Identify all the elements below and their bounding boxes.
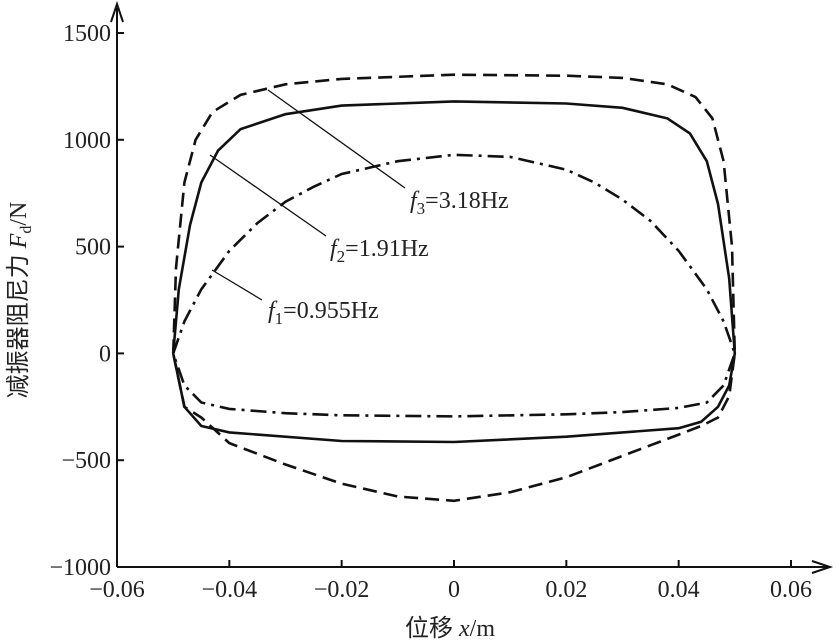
y-label-text: 减振器阻尼力 [5, 254, 32, 398]
loop-line [171, 73, 737, 503]
loop-line [171, 100, 737, 444]
x-tick-label: 0.02 [545, 577, 587, 603]
annotation-symbol: f [268, 298, 278, 324]
y-tick-label: 1000 [63, 128, 111, 154]
annotation: f1=0.955Hz [268, 298, 379, 328]
y-label-unit: /N [6, 202, 32, 226]
x-label-unit: /m [470, 616, 496, 642]
y-tick-label: 0 [99, 341, 111, 367]
y-tick-label: −1000 [49, 555, 111, 581]
annotation: f2=1.91Hz [330, 236, 429, 266]
annotation-symbol: f [330, 236, 340, 262]
annotation-text: =1.91Hz [345, 236, 429, 262]
x-axis-label: 位移 x/m [405, 615, 495, 642]
y-tick-label: 1500 [63, 21, 111, 47]
leader-line [211, 269, 263, 301]
x-label-symbol: x [458, 616, 470, 642]
leader-line [209, 154, 327, 237]
leader-line [267, 89, 406, 189]
y-tick-label: 500 [75, 235, 111, 261]
annotation-sub: 3 [417, 199, 426, 218]
annotation-sub: 2 [337, 247, 346, 266]
x-axis-arrow [811, 560, 834, 574]
x-label-text: 位移 [405, 615, 453, 642]
annotation-symbol: f [410, 188, 420, 214]
x-tick-label: −0.02 [314, 577, 370, 603]
loop-line [171, 153, 737, 418]
x-tick-label: 0.06 [770, 577, 812, 603]
y-tick-label: −500 [61, 448, 111, 474]
annotation-text: =0.955Hz [283, 298, 379, 324]
x-tick-label: 0 [448, 577, 460, 603]
x-tick-label: −0.06 [89, 577, 145, 603]
y-label-sub: d [18, 226, 35, 234]
x-tick-label: 0.04 [658, 577, 700, 603]
y-axis-arrow [110, 0, 124, 23]
annotation-text: =3.18Hz [425, 188, 509, 214]
y-axis-label: 减振器阻尼力 Fd/N [5, 202, 35, 399]
y-label-symbol: F [6, 233, 32, 249]
x-tick-label: −0.04 [202, 577, 258, 603]
annotation-sub: 1 [275, 309, 284, 328]
annotation: f3=3.18Hz [410, 188, 509, 218]
